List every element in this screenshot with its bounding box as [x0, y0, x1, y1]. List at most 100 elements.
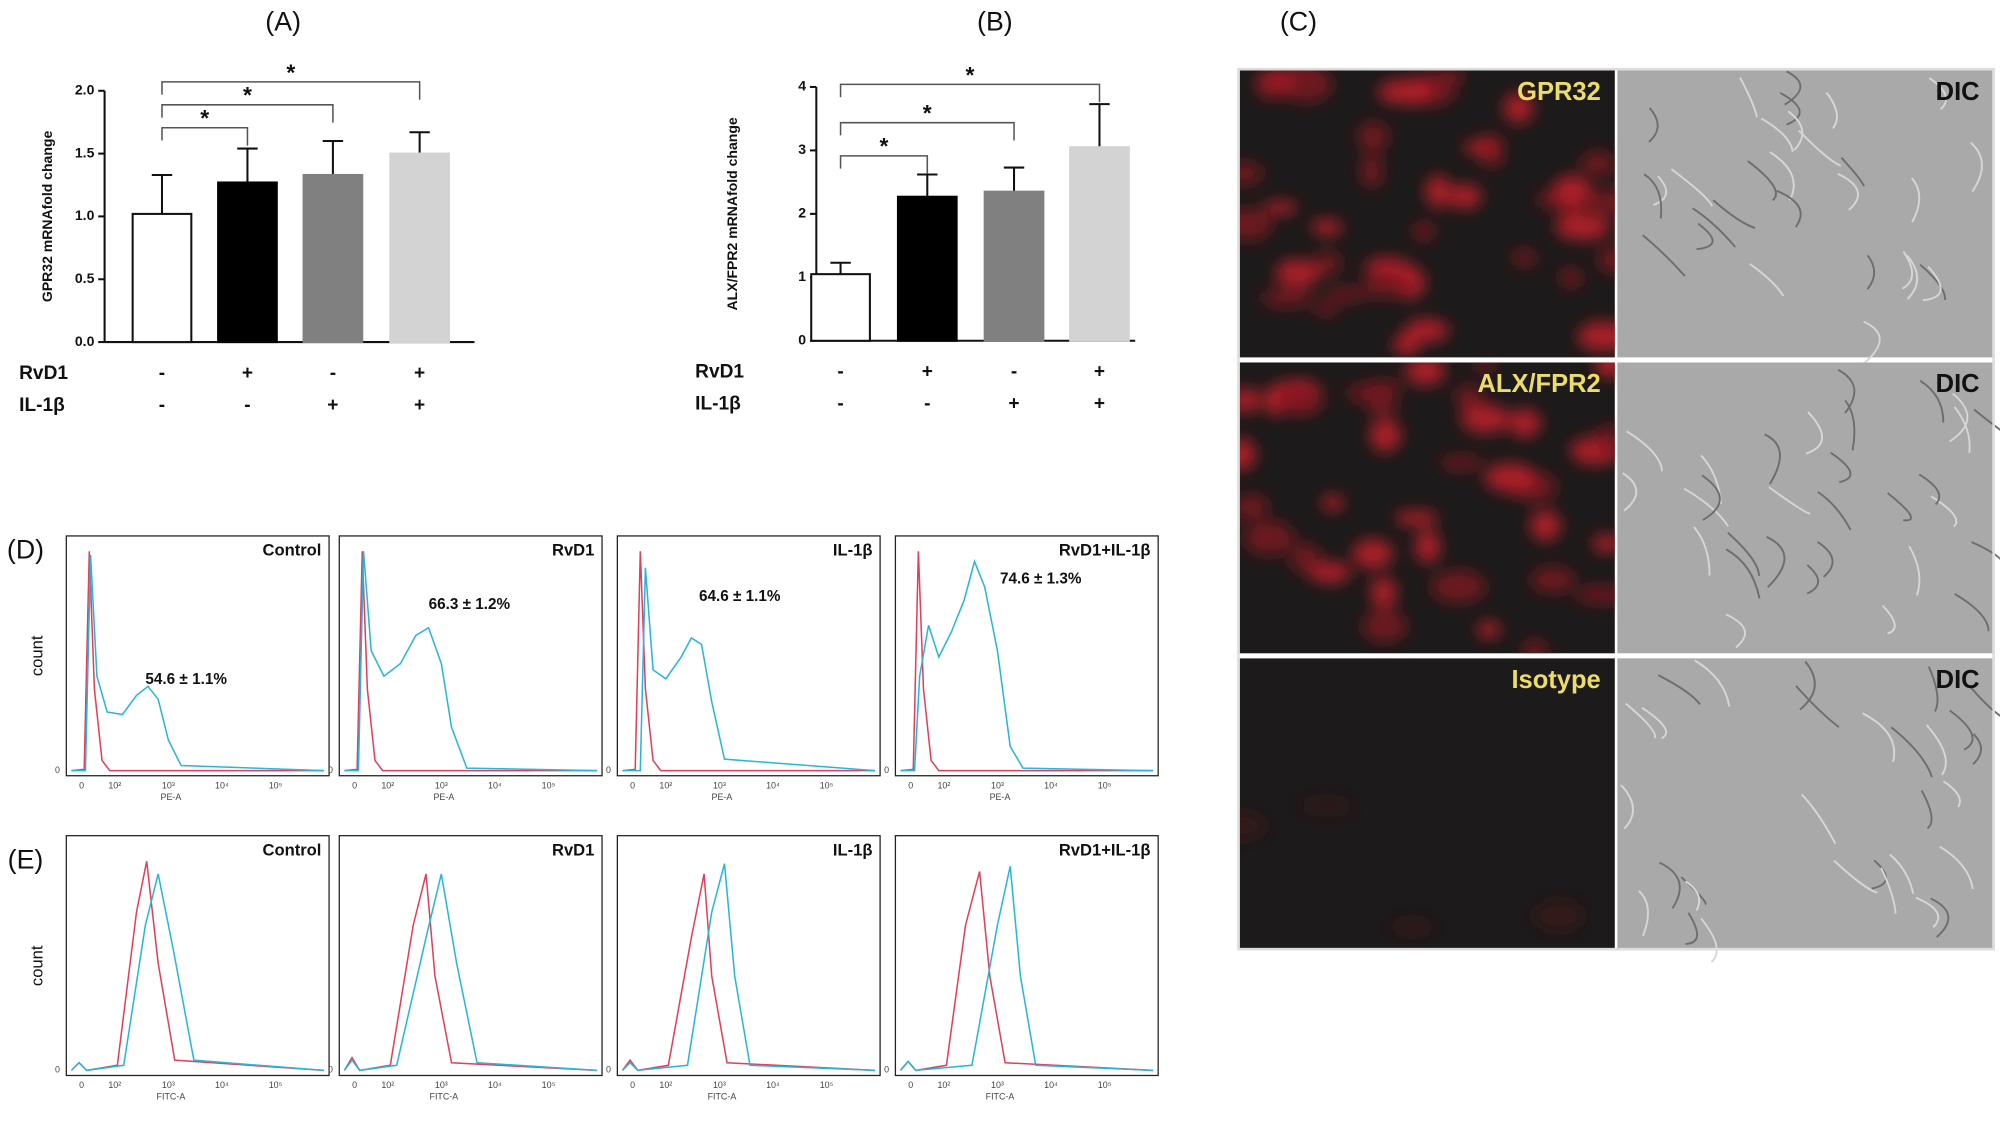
sample-curve [70, 873, 325, 1072]
dic-cell [1880, 867, 1897, 914]
dic-cell [1971, 541, 2000, 561]
condition-sign: - [1011, 362, 1017, 383]
cell [1377, 79, 1433, 105]
dic-cell [1886, 492, 1913, 522]
y-tick-label: 0 [328, 1065, 333, 1075]
condition-sign: - [330, 363, 336, 384]
dic-cell [1764, 433, 1781, 485]
x-tick-label: 10² [381, 1080, 394, 1090]
cell [1579, 151, 1615, 176]
dic-cell [1625, 702, 1657, 739]
bar [389, 152, 450, 344]
cell [1439, 455, 1483, 471]
cell [1275, 259, 1321, 288]
dic-cell [1766, 536, 1786, 588]
x-tick-label: 10⁵ [542, 1080, 556, 1090]
dic-cell [1954, 593, 1990, 632]
dic-cell [1641, 706, 1667, 740]
dic-cell [1837, 172, 1859, 211]
dic-cell [1925, 724, 1947, 776]
cell [1405, 362, 1446, 386]
y-axis-label: count [28, 945, 47, 986]
sample-curve [622, 567, 876, 772]
dic-cell [1908, 545, 1921, 596]
panel-label: (E) [8, 844, 44, 874]
significance-label: * [200, 105, 209, 131]
histogram: IL-1β 64.6 ± 1.1% 0 0 10² 10³ 10⁴ 10⁵ PE-A [606, 535, 881, 802]
dic-cell [1795, 685, 1840, 728]
cell [1280, 70, 1323, 79]
x-axis-label: FITC-A [430, 1092, 459, 1102]
x-tick-label: 10³ [713, 780, 726, 790]
plot-frame [894, 835, 1159, 1077]
x-tick-label: 10⁴ [215, 780, 229, 790]
y-tick-label: 0.0 [75, 333, 95, 349]
condition-sign: + [1008, 394, 1019, 415]
significance-bracket [161, 127, 249, 146]
dic-cell [1901, 251, 1914, 290]
cell [1559, 266, 1582, 289]
x-tick-label: 10⁵ [820, 780, 834, 790]
cell [1308, 561, 1352, 584]
cell [1522, 638, 1548, 654]
cell [1503, 93, 1534, 124]
stain-label: GPR32 [1517, 78, 1601, 106]
dic-cell [1696, 222, 1714, 251]
percent-annotation: 74.6 ± 1.3% [1000, 570, 1082, 587]
x-tick-label: 10² [381, 780, 394, 790]
dic-cell [1712, 199, 1756, 229]
plot-frame [65, 535, 330, 777]
y-tick-label: 2 [798, 205, 806, 221]
x-tick-label: 10⁵ [269, 1080, 283, 1090]
dic-cell [1657, 674, 1701, 706]
condition-sign: - [924, 394, 930, 415]
cell [1257, 80, 1285, 100]
cell [1239, 388, 1262, 413]
y-axis-label: count [28, 635, 47, 676]
y-axis-label: GPR32 mRNAfold change [39, 131, 55, 303]
dic-cell [1658, 861, 1681, 909]
condition-name: RvD1 [19, 363, 68, 384]
percent-annotation: 64.6 ± 1.1% [699, 588, 781, 605]
x-tick-label: 0 [79, 780, 84, 790]
cell [1314, 250, 1341, 277]
y-tick-label: 0 [606, 765, 611, 775]
cell [1430, 570, 1486, 604]
cell [1357, 121, 1389, 152]
significance-bracket [161, 81, 421, 100]
cell [1260, 288, 1313, 308]
x-tick-label: 10³ [435, 780, 448, 790]
x-tick-label: 0 [352, 780, 357, 790]
sample-curve [343, 873, 597, 1072]
dic-cell [1693, 526, 1711, 576]
cell [1425, 174, 1451, 209]
dic-cell [1760, 117, 1794, 152]
dic-cell [1930, 495, 1958, 528]
x-axis-label: PE-A [990, 792, 1011, 802]
significance-label: * [923, 100, 932, 126]
x-tick-label: 10⁵ [1098, 1080, 1112, 1090]
dic-cell [1727, 532, 1761, 576]
dic-cell [1973, 408, 2000, 431]
y-tick-label: 0 [606, 1065, 611, 1075]
cell [1239, 162, 1264, 186]
dic-cell [1692, 207, 1736, 248]
x-tick-label: 10⁵ [1098, 780, 1112, 790]
x-tick-label: 10⁴ [766, 780, 780, 790]
plot-frame [338, 835, 603, 1077]
dic-cell [1890, 726, 1933, 778]
dic-cell [1922, 266, 1942, 302]
sample-curve [621, 863, 876, 1072]
histogram: Control 0 0 10² 10³ 10⁴ 10⁵ FITC-A [55, 835, 330, 1102]
histogram: RvD1 0 0 10² 10³ 10⁴ 10⁵ FITC-A [328, 835, 603, 1102]
cell [1461, 404, 1510, 434]
condition-sign: - [244, 395, 250, 416]
cell [1577, 321, 1615, 352]
dic-cell [1825, 92, 1838, 129]
dic-cell [1927, 666, 1939, 712]
plot-title: RvD1+IL-1β [1059, 541, 1151, 560]
isotype-curve [344, 551, 597, 772]
dic-cell [1683, 487, 1729, 527]
histogram: IL-1β 0 0 10² 10³ 10⁴ 10⁵ FITC-A [606, 835, 881, 1102]
